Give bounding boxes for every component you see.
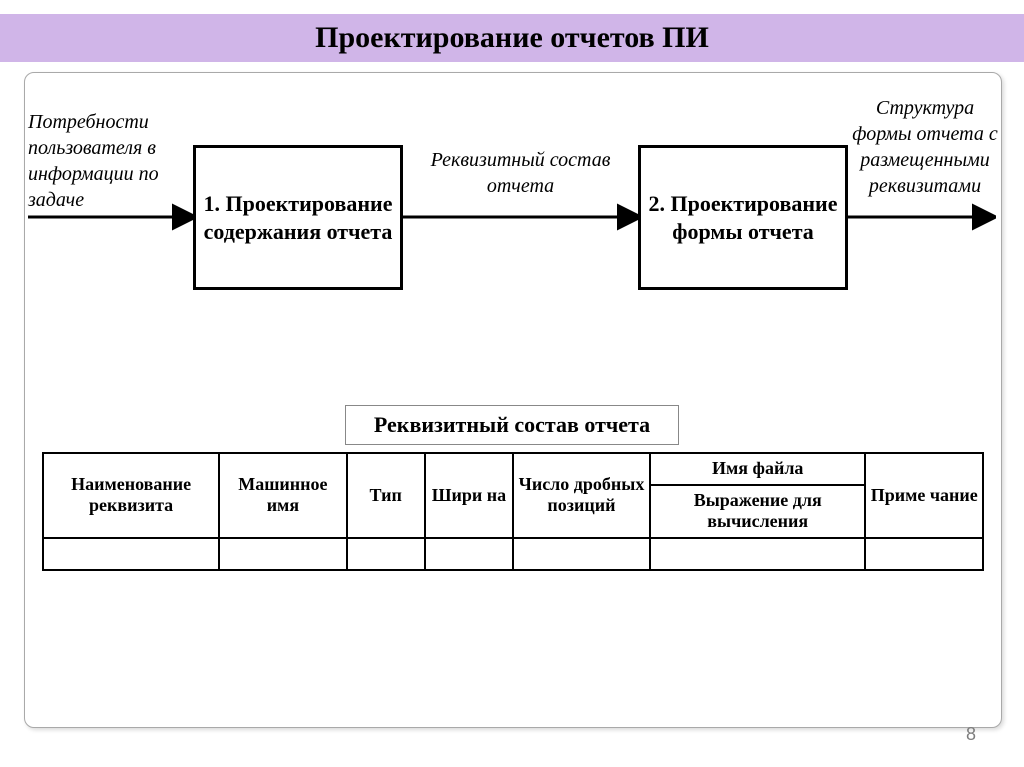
flow-label-middle: Реквизитный состав отчета <box>408 147 633 199</box>
requisites-table-wrap: Наименование реквизитаМашинное имяТипШир… <box>42 452 984 571</box>
table-body <box>43 538 983 570</box>
table-header-cell: Тип <box>347 453 425 538</box>
flow-label-input: Потребности пользователя в информации по… <box>28 109 188 213</box>
table-cell <box>219 538 346 570</box>
table-cell <box>347 538 425 570</box>
table-header-cell: Имя файла <box>650 453 865 485</box>
table-header-row: Наименование реквизитаМашинное имяТипШир… <box>43 453 983 485</box>
table-cell <box>865 538 983 570</box>
flow-box-1: 1. Проектирование содержания отчета <box>193 145 403 290</box>
page-number: 8 <box>966 724 976 745</box>
table-head: Наименование реквизитаМашинное имяТипШир… <box>43 453 983 538</box>
flowchart: Потребности пользователя в информации по… <box>28 115 996 325</box>
section-header-wrap: Реквизитный состав отчета <box>0 405 1024 445</box>
table-header-cell: Выражение для вычисления <box>650 485 865 538</box>
table-header-cell: Машинное имя <box>219 453 346 538</box>
table-header-cell: Наименование реквизита <box>43 453 219 538</box>
table-cell <box>425 538 513 570</box>
title-bar: Проектирование отчетов ПИ <box>0 14 1024 62</box>
table-cell <box>513 538 650 570</box>
table-header-cell: Приме чание <box>865 453 983 538</box>
table-cell <box>43 538 219 570</box>
requisites-table: Наименование реквизитаМашинное имяТипШир… <box>42 452 984 571</box>
flow-box-2: 2. Проектирование формы отчета <box>638 145 848 290</box>
flow-label-output: Структура формы отчета с размещенными ре… <box>850 95 1000 199</box>
table-cell <box>650 538 865 570</box>
table-header-cell: Число дробных позиций <box>513 453 650 538</box>
table-header-cell: Шири на <box>425 453 513 538</box>
section-title: Реквизитный состав отчета <box>345 405 679 445</box>
page-title: Проектирование отчетов ПИ <box>315 21 709 55</box>
table-row <box>43 538 983 570</box>
